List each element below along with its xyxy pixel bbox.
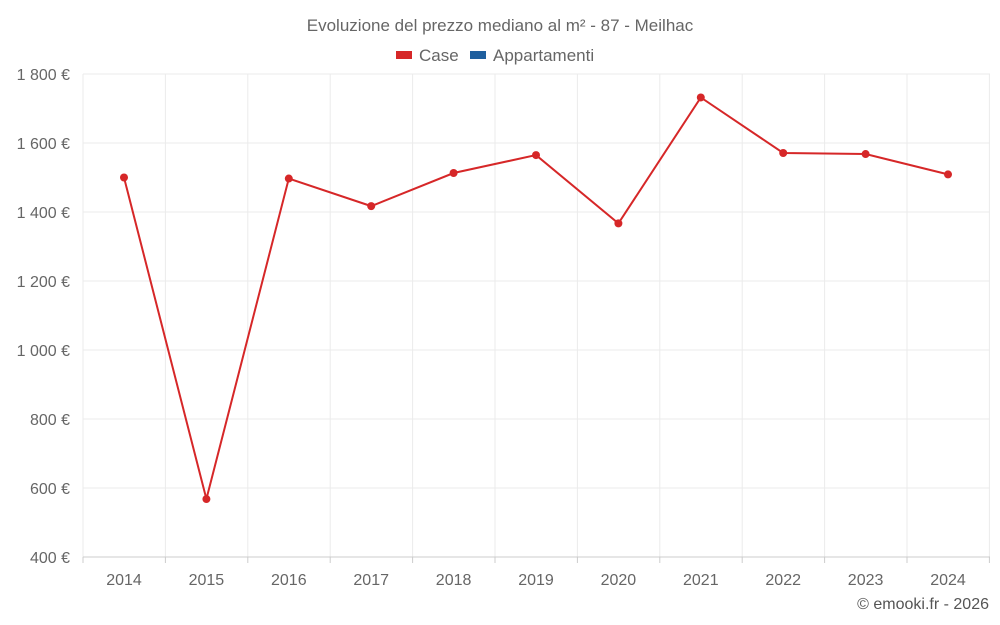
- data-point[interactable]: [532, 151, 540, 160]
- legend-item-appartamenti[interactable]: Appartamenti: [470, 46, 594, 65]
- grid: [82, 73, 990, 557]
- credit-text: © emooki.fr - 2026: [857, 596, 989, 613]
- x-tick-label: 2015: [189, 572, 225, 589]
- x-tick-label: 2014: [106, 572, 142, 589]
- legend-swatch-case: [396, 51, 412, 59]
- y-tick-label: 1 400 €: [17, 205, 70, 222]
- x-tick-label: 2023: [848, 572, 884, 589]
- y-tick-label: 1 800 €: [17, 67, 70, 84]
- chart-title: Evoluzione del prezzo mediano al m² - 87…: [307, 16, 694, 35]
- x-tick-label: 2019: [518, 572, 554, 589]
- data-point[interactable]: [202, 495, 211, 504]
- legend-item-case[interactable]: Case: [396, 46, 459, 65]
- x-tick-label: 2020: [601, 572, 637, 589]
- y-tick-label: 800 €: [30, 412, 70, 429]
- y-tick-label: 400 €: [30, 550, 70, 567]
- y-tick-label: 1 600 €: [17, 136, 70, 153]
- x-tick-label: 2016: [271, 572, 307, 589]
- x-tick-label: 2017: [353, 572, 389, 589]
- x-tick-label: 2024: [930, 572, 966, 589]
- data-point[interactable]: [120, 173, 128, 182]
- legend-label-appartamenti: Appartamenti: [493, 46, 594, 65]
- y-tick-label: 1 000 €: [17, 343, 70, 360]
- legend-label-case: Case: [419, 46, 459, 65]
- data-point[interactable]: [944, 170, 952, 179]
- y-tick-label: 600 €: [30, 481, 70, 498]
- data-point[interactable]: [861, 150, 870, 159]
- data-point[interactable]: [449, 169, 458, 178]
- data-point[interactable]: [367, 202, 376, 211]
- y-tick-label: 1 200 €: [17, 274, 70, 291]
- data-point[interactable]: [284, 174, 293, 183]
- legend-swatch-appartamenti: [470, 51, 486, 59]
- data-point[interactable]: [696, 93, 705, 102]
- x-tick-label: 2021: [683, 572, 719, 589]
- x-tick-label: 2018: [436, 572, 472, 589]
- data-point[interactable]: [614, 219, 623, 228]
- x-tick-label: 2022: [765, 572, 801, 589]
- legend: Case Appartamenti: [396, 46, 594, 65]
- data-point[interactable]: [779, 149, 788, 158]
- axes: 400 € 600 € 800 € 1 000 € 1 200 € 1 400 € 1 60…: [17, 67, 990, 589]
- series: [120, 93, 952, 504]
